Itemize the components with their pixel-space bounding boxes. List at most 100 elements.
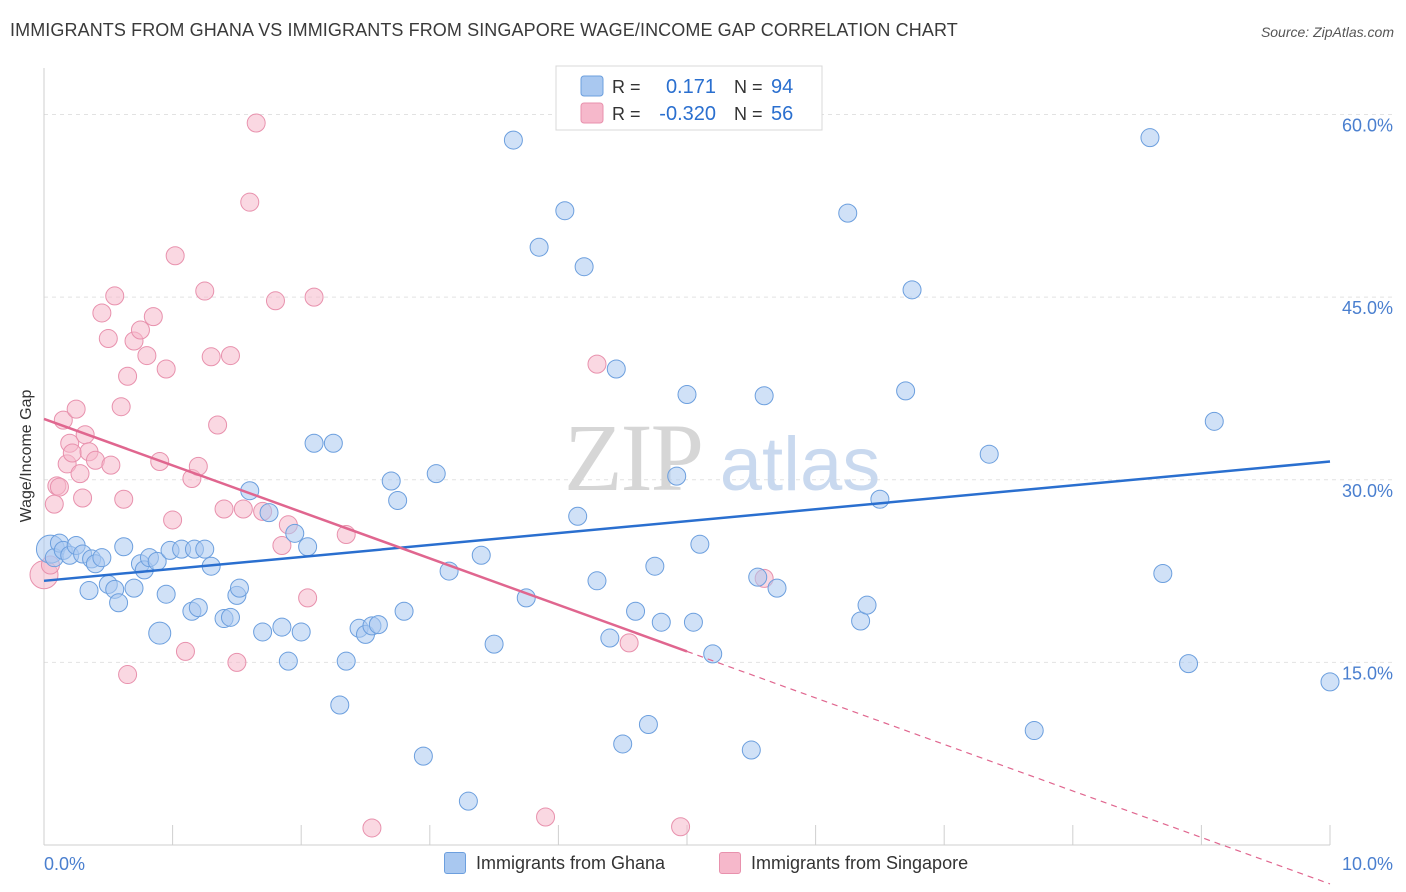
singapore-point [240, 192, 260, 212]
singapore-point [619, 633, 639, 653]
ghana-point [114, 537, 134, 557]
singapore-point [114, 489, 134, 509]
ghana-point [568, 506, 588, 526]
singapore-point [227, 652, 247, 672]
ghana-point [458, 791, 478, 811]
ghana-point [388, 490, 408, 510]
singapore-point [265, 291, 285, 311]
ghana-point [484, 634, 504, 654]
ghana-point [857, 595, 877, 615]
ghana-point [220, 607, 240, 627]
watermark: ZIP atlas [564, 404, 880, 511]
ghana-point [870, 489, 890, 509]
ghana-point [1153, 564, 1173, 584]
ghana-point [587, 571, 607, 591]
ghana-point [426, 464, 446, 484]
ghana-point [471, 545, 491, 565]
watermark-zip: ZIP [564, 404, 702, 511]
singapore-point [105, 286, 125, 306]
singapore-point [201, 347, 221, 367]
ghana-point [574, 257, 594, 277]
singapore-point [163, 510, 183, 530]
ghana-point [902, 280, 922, 300]
singapore-point [298, 588, 318, 608]
singapore-point [73, 488, 93, 508]
bottom-legend-ghana[interactable]: Immigrants from Ghana [444, 852, 665, 874]
legend-ghana-r-value: 0.171 [666, 76, 716, 98]
singapore-point [111, 397, 131, 417]
ghana-point [703, 644, 723, 664]
singapore-point [195, 281, 215, 301]
ghana-point [229, 578, 249, 598]
ghana-point [626, 601, 646, 621]
ghana-point [323, 433, 343, 453]
watermark-atlas: atlas [720, 422, 881, 507]
ghana-point [741, 740, 761, 760]
ghana-point [109, 593, 129, 613]
singapore-point [66, 399, 86, 419]
singapore-point [143, 307, 163, 327]
singapore-point [233, 499, 253, 519]
ghana-point [979, 444, 999, 464]
singapore-point [246, 113, 266, 133]
bottom-legend-singapore-label: Immigrants from Singapore [751, 852, 969, 873]
legend-singapore-r-label: R = [612, 104, 641, 124]
ghana-point [651, 612, 671, 632]
ghana-point [851, 611, 871, 631]
ghana-point [272, 617, 292, 637]
singapore-point [156, 359, 176, 379]
ghana-point [896, 381, 916, 401]
singapore-point [101, 455, 121, 475]
legend-ghana-n-label: N = [734, 77, 763, 97]
bottom-legend: Immigrants from Ghana Immigrants from Si… [0, 850, 1406, 880]
ghana-point [555, 201, 575, 221]
singapore-point [208, 415, 228, 435]
legend-singapore-n-label: N = [734, 104, 763, 124]
series-ghana [35, 128, 1340, 811]
ghana-trendline [43, 460, 1331, 583]
ghana-point [259, 503, 279, 523]
legend-ghana-swatch [580, 75, 604, 97]
ghana-point [148, 621, 172, 645]
singapore-point [92, 303, 112, 323]
tick-labels: 15.0% 30.0% 45.0% 60.0% 0.0% 10.0% [44, 116, 1393, 874]
singapore-point [165, 246, 185, 266]
singapore-point [304, 287, 324, 307]
legend-singapore-r-value: -0.320 [659, 103, 716, 125]
ghana-point [838, 203, 858, 223]
singapore-point [587, 354, 607, 374]
ghana-point [667, 466, 687, 486]
singapore-point [214, 499, 234, 519]
singapore-swatch [719, 852, 741, 874]
ghana-point [503, 130, 523, 150]
source-credit: Source: ZipAtlas.com [1260, 24, 1394, 40]
y-axis-label: Wage/Income Gap [18, 390, 35, 523]
ghana-point [754, 386, 774, 406]
singapore-point [536, 807, 556, 827]
singapore-point [118, 665, 138, 685]
ghana-point [600, 628, 620, 648]
y-tick-label: 45.0% [1342, 298, 1393, 318]
ghana-point [336, 651, 356, 671]
ghana-point [638, 714, 658, 734]
ghana-point [1204, 411, 1224, 431]
ghana-point [304, 433, 324, 453]
ghana-point [253, 622, 273, 642]
legend-singapore-swatch [580, 102, 604, 124]
ghana-point [748, 567, 768, 587]
singapore-point [362, 818, 382, 838]
trendlines [43, 417, 1331, 885]
ghana-point [291, 622, 311, 642]
legend-singapore-n-value: 56 [771, 103, 793, 125]
singapore-point [220, 346, 240, 366]
y-tick-label: 60.0% [1342, 116, 1393, 136]
ghana-point [188, 598, 208, 618]
ghana-point [394, 601, 414, 621]
ghana-swatch [444, 852, 466, 874]
legend-ghana-n-value: 94 [771, 76, 793, 98]
singapore-point [272, 536, 292, 556]
bottom-legend-singapore[interactable]: Immigrants from Singapore [719, 852, 968, 874]
ghana-point [1179, 654, 1199, 674]
ghana-point [1320, 672, 1340, 692]
